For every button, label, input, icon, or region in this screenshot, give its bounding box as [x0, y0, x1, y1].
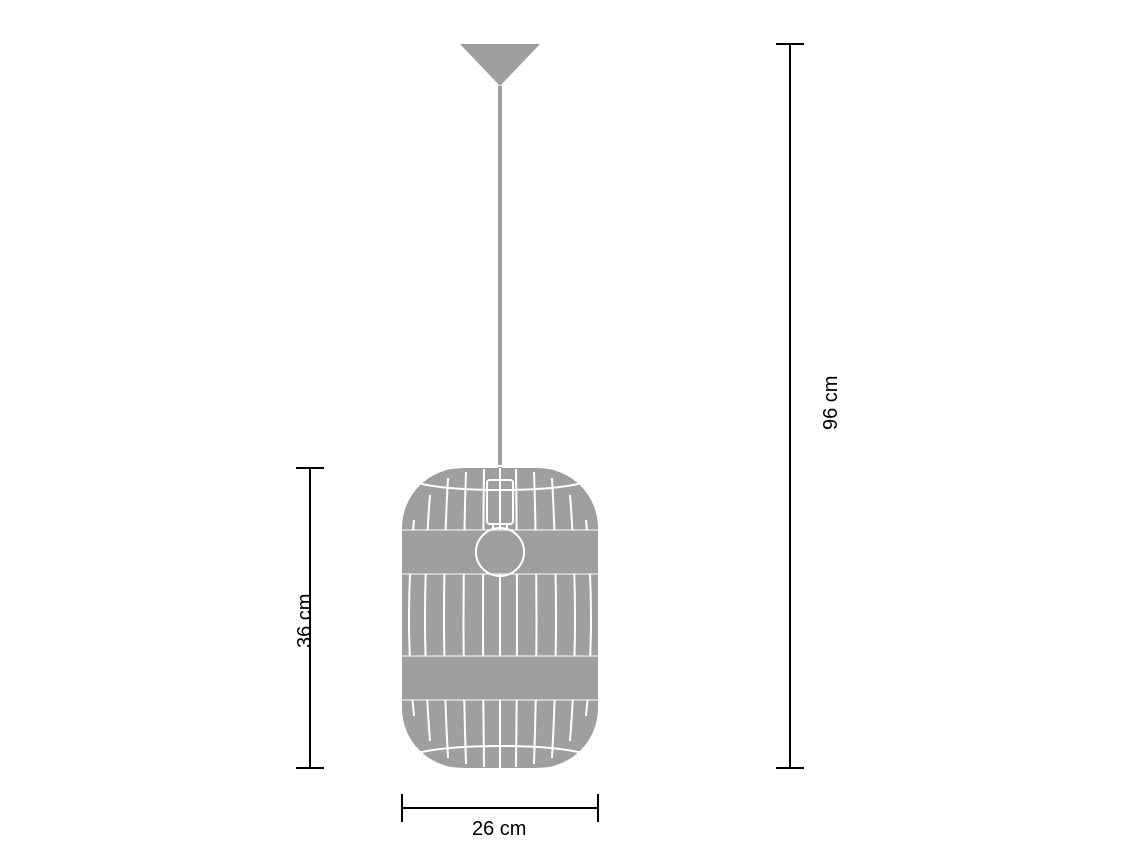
dimension-lines — [0, 0, 1140, 855]
dim-shade-height-label: 36 cm — [294, 594, 317, 648]
dimension-diagram: 96 cm 36 cm 26 cm — [0, 0, 1140, 855]
dim-shade-width-label: 26 cm — [472, 818, 526, 841]
dim-total-height-label: 96 cm — [820, 376, 843, 430]
